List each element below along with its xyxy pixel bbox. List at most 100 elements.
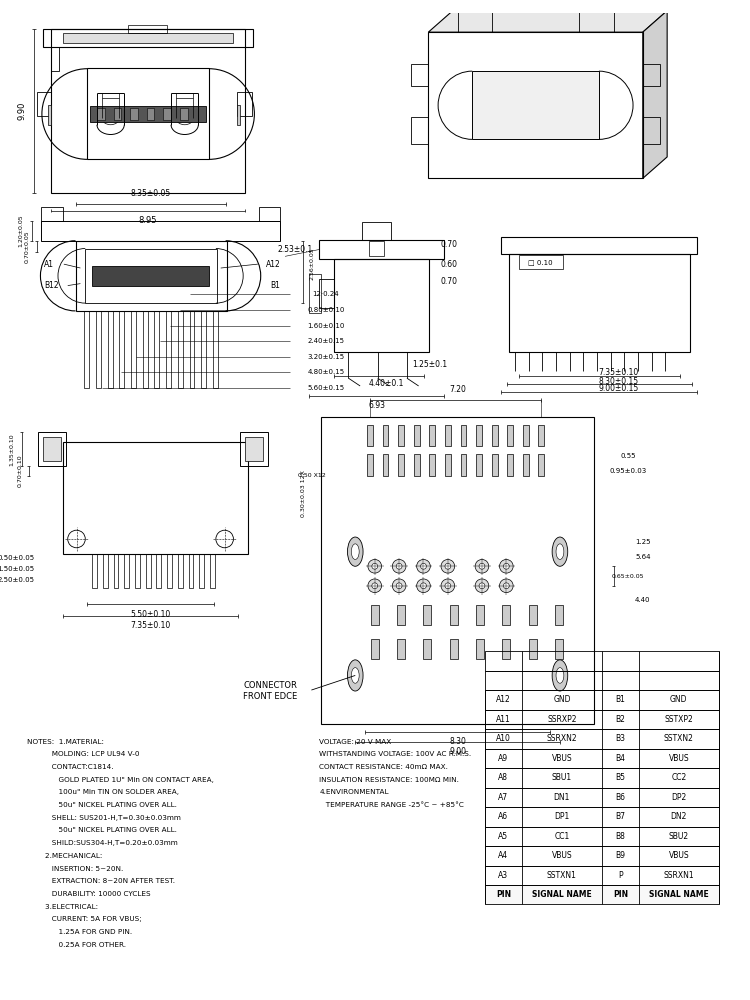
Bar <box>424 605 431 625</box>
Bar <box>476 605 484 625</box>
Bar <box>485 885 718 904</box>
Text: SHELL: SUS201-H,T=0.30±0.03mm: SHELL: SUS201-H,T=0.30±0.03mm <box>27 815 181 821</box>
Bar <box>87 68 209 159</box>
Bar <box>519 255 562 269</box>
Text: □ 0.10: □ 0.10 <box>528 259 553 265</box>
Text: INSULATION RESISTANCE: 100MΩ MIN.: INSULATION RESISTANCE: 100MΩ MIN. <box>320 777 459 783</box>
Bar <box>429 425 435 446</box>
Circle shape <box>396 583 402 589</box>
Text: B8: B8 <box>616 832 626 841</box>
Text: SSTXN1: SSTXN1 <box>547 871 577 880</box>
Bar <box>321 417 594 724</box>
Text: 100u" Min TIN ON SOLDER AREA,: 100u" Min TIN ON SOLDER AREA, <box>27 789 178 795</box>
Bar <box>128 25 167 33</box>
Bar <box>108 311 112 388</box>
Bar <box>503 639 510 659</box>
Bar <box>485 866 718 885</box>
Bar <box>237 92 252 116</box>
Bar <box>507 425 513 446</box>
Text: P: P <box>618 871 622 880</box>
Text: MOLDING: LCP UL94 V-0: MOLDING: LCP UL94 V-0 <box>27 751 140 757</box>
Text: A3: A3 <box>498 871 508 880</box>
Bar <box>320 279 334 308</box>
Bar <box>44 29 253 47</box>
Text: GND: GND <box>554 695 571 704</box>
Text: 4.80±0.15: 4.80±0.15 <box>308 369 344 375</box>
Bar <box>237 105 240 125</box>
Text: PIN: PIN <box>496 890 511 899</box>
Bar <box>90 106 206 122</box>
Text: 9.00±0.15: 9.00±0.15 <box>598 384 638 393</box>
Circle shape <box>372 563 378 569</box>
Ellipse shape <box>552 537 568 566</box>
FancyBboxPatch shape <box>546 91 568 122</box>
Bar <box>166 311 171 388</box>
Text: 0.30±0.03 12X: 0.30±0.03 12X <box>301 470 306 517</box>
Bar <box>485 671 718 690</box>
Bar <box>367 425 373 446</box>
Text: 50u" NICKEL PLATING OVER ALL.: 50u" NICKEL PLATING OVER ALL. <box>27 827 177 833</box>
Text: B3: B3 <box>615 734 626 743</box>
Circle shape <box>421 563 427 569</box>
Text: SSTXN2: SSTXN2 <box>664 734 694 743</box>
FancyBboxPatch shape <box>503 91 525 122</box>
Bar <box>154 311 159 388</box>
Bar <box>146 554 151 588</box>
Text: 8.30±0.15: 8.30±0.15 <box>598 377 638 386</box>
Circle shape <box>441 559 454 573</box>
Bar <box>411 64 428 86</box>
Text: TEMPERATURE RANGE -25°C ~ +85°C: TEMPERATURE RANGE -25°C ~ +85°C <box>320 802 464 808</box>
Bar <box>523 425 529 446</box>
Bar <box>472 71 599 139</box>
Text: 7.35±0.10: 7.35±0.10 <box>598 368 638 377</box>
Text: SSTXP2: SSTXP2 <box>664 715 693 724</box>
Bar <box>458 0 492 32</box>
Text: SHILD:SUS304-H,T=0.20±0.03mm: SHILD:SUS304-H,T=0.20±0.03mm <box>27 840 178 846</box>
Text: 3.ELECTRICAL:: 3.ELECTRICAL: <box>27 904 98 910</box>
Bar <box>555 639 562 659</box>
Text: DURABILITY: 10000 CYCLES: DURABILITY: 10000 CYCLES <box>27 891 151 897</box>
Text: 2.50±0.05: 2.50±0.05 <box>0 577 34 583</box>
Text: 0.60: 0.60 <box>440 260 458 269</box>
Text: B6: B6 <box>615 793 626 802</box>
Text: SSRXN1: SSRXN1 <box>664 871 694 880</box>
Text: B4: B4 <box>615 754 626 763</box>
Bar <box>485 788 718 807</box>
Bar <box>485 710 718 729</box>
Bar <box>382 454 388 476</box>
Text: A1: A1 <box>44 260 54 269</box>
Text: 6.93: 6.93 <box>368 401 386 410</box>
Bar <box>369 241 385 256</box>
Text: 4.ENVIRONMENTAL: 4.ENVIRONMENTAL <box>320 789 388 795</box>
Text: A11: A11 <box>496 715 511 724</box>
Bar <box>37 92 51 116</box>
Bar <box>529 605 536 625</box>
Text: 1.25: 1.25 <box>635 539 650 545</box>
Text: A4: A4 <box>498 851 508 860</box>
Bar <box>51 47 59 71</box>
Ellipse shape <box>556 544 564 559</box>
Bar <box>502 237 698 254</box>
Text: 8.95: 8.95 <box>139 216 157 225</box>
Bar <box>180 108 188 120</box>
Text: 2.53±0.1: 2.53±0.1 <box>278 245 313 254</box>
Ellipse shape <box>556 668 564 683</box>
Bar <box>76 241 226 311</box>
Text: CONNECTOR: CONNECTOR <box>243 681 297 690</box>
Text: CURRENT: 5A FOR VBUS;: CURRENT: 5A FOR VBUS; <box>27 916 142 922</box>
Circle shape <box>476 559 489 573</box>
Text: 1.25±0.1: 1.25±0.1 <box>412 360 447 369</box>
Bar <box>178 311 183 388</box>
Text: CC1: CC1 <box>554 832 569 841</box>
Ellipse shape <box>347 537 363 566</box>
Text: 4.40±0.1: 4.40±0.1 <box>369 379 404 388</box>
Text: 2.MECHANICAL:: 2.MECHANICAL: <box>27 853 102 859</box>
Text: DP1: DP1 <box>554 812 569 821</box>
Text: DN2: DN2 <box>670 812 687 821</box>
Bar <box>580 0 614 32</box>
Bar <box>450 639 458 659</box>
Bar <box>190 311 194 388</box>
Text: A10: A10 <box>496 734 511 743</box>
Text: SSRXP2: SSRXP2 <box>548 715 577 724</box>
Bar <box>38 432 66 466</box>
